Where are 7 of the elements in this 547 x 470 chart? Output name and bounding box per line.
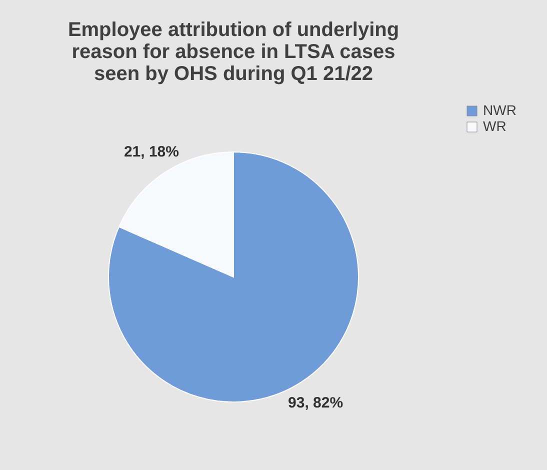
legend-label: WR: [483, 118, 506, 134]
text: Employee attribution of underlying: [68, 19, 400, 41]
text: seen by OHS during Q1 21/22: [94, 63, 373, 85]
legend-label: NWR: [483, 102, 516, 118]
data-label: 21, 18%: [124, 143, 179, 160]
text: reason for absence in LTSA cases: [72, 41, 396, 63]
data-label: 93, 82%: [288, 394, 344, 412]
